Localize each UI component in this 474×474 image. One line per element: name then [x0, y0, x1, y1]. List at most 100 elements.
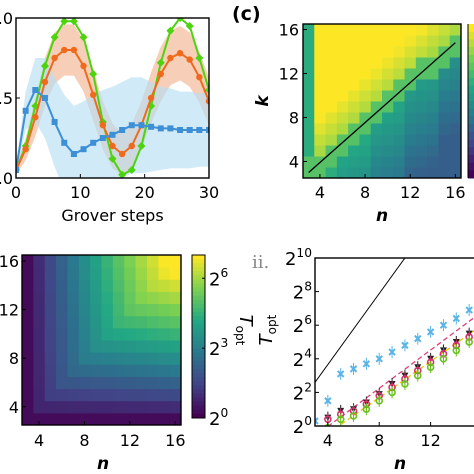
colorbar-segment: [192, 295, 205, 301]
heatmap-cell: [33, 291, 46, 305]
heatmap-cell: [438, 68, 451, 80]
heatmap-cell: [415, 57, 428, 69]
y-tick-label: .0: [0, 169, 13, 188]
data-point: [157, 70, 164, 78]
colorbar-segment: [192, 316, 205, 321]
heatmap-cell: [146, 400, 159, 414]
heatmap-cell: [90, 267, 102, 280]
heatmap-cell: [348, 24, 360, 36]
data-point: [185, 22, 194, 30]
heatmap-cell: [404, 101, 417, 113]
colorbar-segment: [468, 124, 474, 133]
heatmap-cell: [370, 68, 383, 80]
heatmap-cell: [427, 156, 439, 168]
heatmap-cell: [393, 101, 406, 113]
x-axis-label: n: [394, 454, 406, 474]
heatmap-cell: [112, 352, 125, 365]
colorbar-segment: [192, 299, 205, 305]
x-tick-label: 20: [134, 183, 154, 202]
heatmap-cell: [449, 156, 462, 168]
heatmap-cell: [101, 364, 114, 377]
heatmap-cell: [158, 303, 171, 317]
heatmap-cell: [169, 388, 182, 402]
heatmap-cell: [404, 24, 417, 36]
heatmap-cell: [33, 352, 46, 365]
heatmap-cell: [449, 57, 462, 69]
axes-frame: [314, 257, 474, 427]
heatmap-cell: [393, 167, 406, 179]
axes-frame: [302, 23, 462, 179]
colorbar-segment: [192, 324, 205, 329]
heatmap-cell: [438, 24, 451, 36]
x-tick-label: 10: [70, 183, 90, 202]
heatmap-cell: [427, 145, 439, 157]
heatmap-cell: [135, 303, 148, 317]
heatmap-cell: [135, 291, 148, 305]
heatmap-cell: [348, 101, 360, 113]
data-point: [118, 170, 127, 178]
heatmap-cell: [348, 145, 360, 157]
x-tick-label: 8: [360, 183, 370, 202]
heatmap-cell: [135, 352, 148, 365]
heatmap-cell: [124, 255, 137, 268]
colorbar-segment: [192, 348, 205, 354]
data-point: [90, 91, 97, 99]
data-point: [177, 127, 184, 133]
x-tick-label: 12: [400, 183, 420, 202]
heatmap-cell: [404, 57, 417, 69]
heatmap-cell: [33, 315, 46, 329]
data-point: [452, 314, 461, 323]
heatmap-cell: [415, 46, 428, 58]
heatmap-cell: [44, 315, 57, 329]
colorbar-segment: [468, 93, 474, 102]
heatmap-cell: [135, 255, 148, 268]
data-point: [32, 114, 39, 121]
heatmap-cell: [370, 101, 383, 113]
heatmap-cell: [22, 303, 34, 317]
heatmap-cell: [336, 79, 349, 91]
heatmap-cell: [336, 112, 349, 124]
heatmap-cell: [325, 90, 338, 102]
colorbar-segment: [192, 344, 205, 350]
heatmap-cell: [303, 90, 315, 102]
heatmap-cell: [44, 388, 57, 402]
colorbar-segment: [192, 381, 205, 386]
heatmap-cell: [393, 145, 406, 157]
heatmap-cell: [314, 68, 327, 80]
heatmap-cell: [146, 364, 159, 377]
data-point: [137, 142, 146, 150]
colorbar-tick-label: 23: [209, 336, 228, 360]
data-point: [79, 33, 88, 42]
heatmap-cell: [169, 255, 182, 268]
heatmap-cell: [370, 156, 383, 168]
colorbar-segment: [192, 356, 205, 362]
heatmap-cell: [78, 327, 91, 341]
heatmap-cell: [78, 315, 91, 329]
x-tick-label: 8: [79, 431, 89, 450]
heatmap-cell: [449, 35, 462, 47]
data-point: [195, 54, 204, 62]
heatmap-cell: [303, 24, 315, 36]
heatmap-cell: [135, 340, 148, 353]
heatmap-cell: [427, 79, 439, 91]
heatmap-cell: [303, 68, 315, 80]
heatmap-cell: [44, 255, 57, 268]
heatmap-cell: [427, 134, 439, 146]
heatmap-cell: [22, 388, 34, 402]
heatmap-cell: [33, 340, 46, 353]
colorbar-segment: [192, 369, 205, 374]
y-tick-label: 8: [9, 349, 19, 368]
heatmap-cell: [56, 267, 68, 280]
heatmap-cell: [112, 340, 125, 353]
heatmap-cell: [146, 279, 159, 292]
colorbar-tick-label: 20: [209, 406, 228, 430]
heatmap-cell: [336, 101, 349, 113]
heatmap-cell: [348, 112, 360, 124]
heatmap-cell: [146, 412, 159, 426]
heatmap-cell: [124, 279, 137, 292]
heatmap-cell: [169, 364, 182, 377]
heatmap-cell: [415, 134, 428, 146]
data-point: [118, 150, 126, 158]
data-point: [336, 370, 345, 378]
heatmap-cell: [22, 255, 34, 268]
